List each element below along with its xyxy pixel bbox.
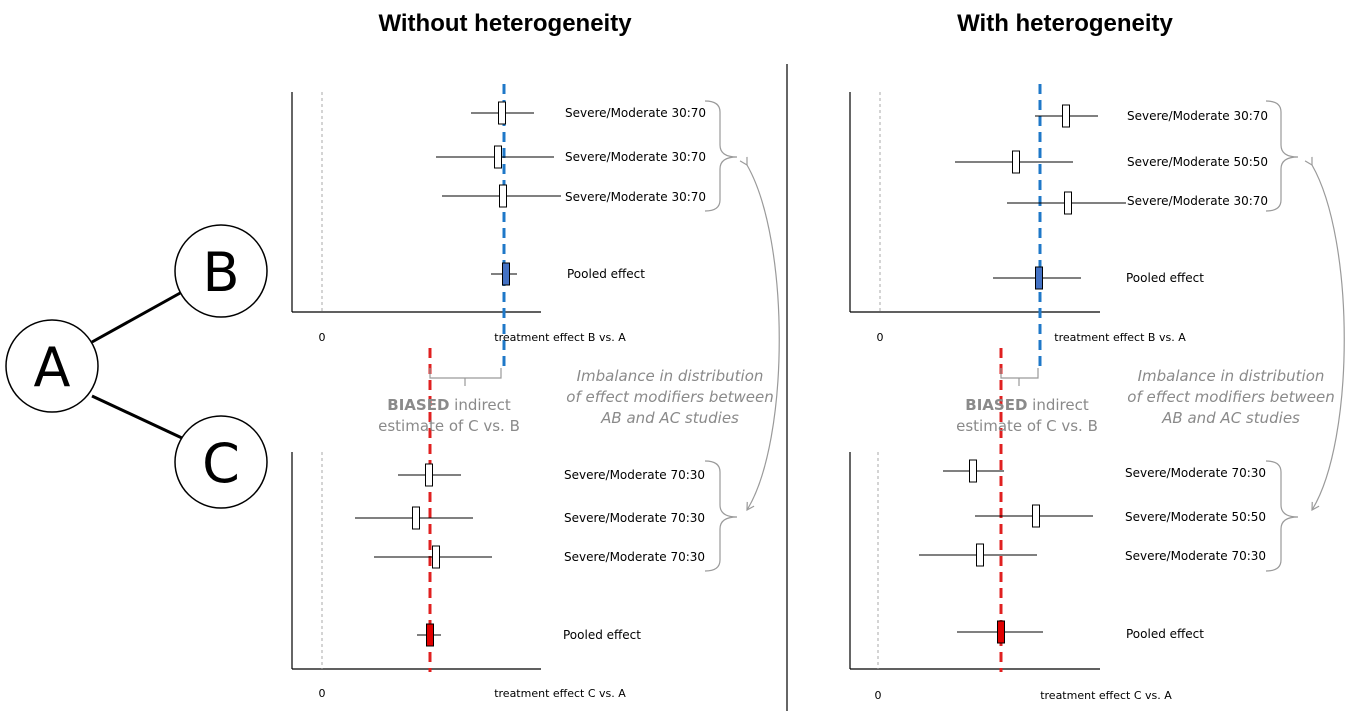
pooled-effect-box (426, 623, 434, 647)
x-axis-label: treatment effect C vs. A (494, 687, 626, 700)
study-point-box (1064, 191, 1072, 215)
forest-panel-c-vs-a-right: 0 treatment effect C vs. A Severe/Moderate… (849, 348, 1266, 702)
pooled-effect-label: Pooled effect (567, 267, 645, 281)
biased-bold-left: BIASED (387, 396, 449, 414)
study-label: Severe/Moderate 70:30 (564, 468, 705, 482)
brace-left-top (704, 100, 738, 212)
pooled-effect-box (1035, 266, 1043, 290)
study-point-box (498, 101, 506, 125)
title-right: With heterogeneity (957, 10, 1173, 37)
biased-text-right: BIASED indirect (965, 396, 1089, 414)
brace-left-bottom (704, 460, 738, 572)
forest-panel-b-vs-a-left: 0 treatment effect B vs. A Severe/Moderate… (291, 84, 706, 370)
x-axis-label: treatment effect C vs. A (1040, 689, 1172, 702)
imbalance-line2-left: of effect modifiers between (566, 388, 773, 406)
brace-right-top (1265, 100, 1299, 212)
imbalance-arrow-left (739, 156, 780, 512)
node-c (174, 415, 268, 509)
node-c-label: C (202, 432, 240, 495)
x-axis-label: treatment effect B vs. A (1054, 331, 1186, 344)
pooled-effect-label: Pooled effect (563, 628, 641, 642)
study-point-box (1032, 504, 1040, 528)
edge-a-b (91, 290, 183, 344)
zero-tick-label: 0 (877, 331, 884, 344)
study-point-box (1012, 150, 1020, 174)
edge-a-c (91, 394, 183, 440)
study-label: Severe/Moderate 30:70 (565, 106, 706, 120)
bias-bracket-right (1000, 368, 1039, 386)
pooled-effect-box (502, 262, 510, 286)
forest-panel-c-vs-a-left: 0 treatment effect C vs. A Severe/Moderate… (291, 348, 705, 700)
study-label: Severe/Moderate 50:50 (1125, 510, 1266, 524)
biased-line2-right: estimate of C vs. B (956, 417, 1098, 435)
study-label: Severe/Moderate 30:70 (565, 190, 706, 204)
biased-rest-left: indirect (454, 396, 511, 414)
study-label: Severe/Moderate 70:30 (564, 550, 705, 564)
title-left: Without heterogeneity (378, 10, 632, 37)
network-diagram: A B C (5, 224, 268, 509)
zero-tick-label: 0 (319, 331, 326, 344)
brace-right-bottom (1265, 460, 1299, 572)
study-label: Severe/Moderate 70:30 (1125, 466, 1266, 480)
study-label: Severe/Moderate 50:50 (1127, 155, 1268, 169)
bias-bracket-left (429, 368, 502, 386)
pooled-effect-box (997, 620, 1005, 644)
imbalance-line3-left: AB and AC studies (600, 409, 739, 427)
biased-line2-left: estimate of C vs. B (378, 417, 520, 435)
biased-bold-right: BIASED (965, 396, 1027, 414)
imbalance-line2-right: of effect modifiers between (1127, 388, 1334, 406)
imbalance-line1-right: Imbalance in distribution (1138, 367, 1325, 385)
imbalance-line3-right: AB and AC studies (1161, 409, 1300, 427)
imbalance-line1-left: Imbalance in distribution (577, 367, 764, 385)
study-point-box (976, 543, 984, 567)
zero-tick-label: 0 (319, 687, 326, 700)
imbalance-arrow-right (1304, 156, 1345, 512)
study-point-box (1062, 104, 1070, 128)
node-b (174, 224, 268, 318)
pooled-effect-label: Pooled effect (1126, 271, 1204, 285)
study-label: Severe/Moderate 70:30 (564, 511, 705, 525)
pooled-effect-label: Pooled effect (1126, 627, 1204, 641)
study-point-box (499, 184, 507, 208)
study-point-box (494, 145, 502, 169)
study-label: Severe/Moderate 30:70 (1127, 194, 1268, 208)
zero-tick-label: 0 (875, 689, 882, 702)
node-a-label: A (34, 336, 71, 399)
study-point-box (432, 545, 440, 569)
study-point-box (425, 463, 433, 487)
node-b-label: B (202, 241, 239, 304)
biased-text-left: BIASED indirect (387, 396, 511, 414)
node-a (5, 319, 99, 413)
study-point-box (969, 459, 977, 483)
study-point-box (412, 506, 420, 530)
forest-panel-b-vs-a-right: 0 treatment effect B vs. A Severe/Moderate… (849, 84, 1268, 370)
study-label: Severe/Moderate 30:70 (565, 150, 706, 164)
biased-rest-right: indirect (1032, 396, 1089, 414)
study-label: Severe/Moderate 30:70 (1127, 109, 1268, 123)
x-axis-label: treatment effect B vs. A (494, 331, 626, 344)
study-label: Severe/Moderate 70:30 (1125, 549, 1266, 563)
